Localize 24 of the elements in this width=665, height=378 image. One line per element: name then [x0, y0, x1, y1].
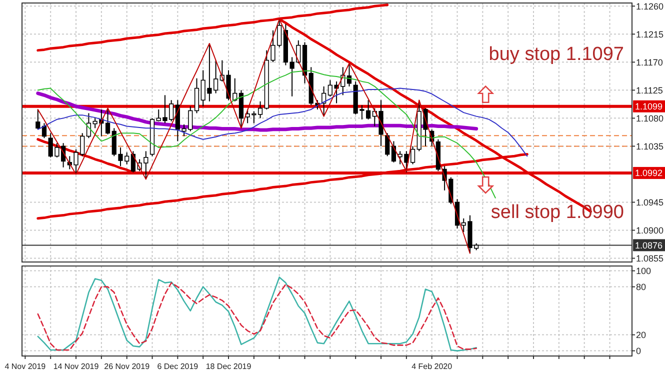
y-tick-label: 1.1125	[636, 85, 663, 96]
y-tick-label: 1.1170	[636, 57, 663, 68]
x-tick-label: 14 Nov 2019	[53, 362, 100, 371]
ref-line-label: 1.1099	[635, 102, 663, 112]
ref-line-label: 1.0992	[635, 168, 663, 178]
y-tick-label: 0	[636, 346, 642, 356]
y-tick-label: 1.1035	[636, 141, 664, 152]
y-tick-label: 1.1080	[636, 113, 664, 124]
x-tick-label: 26 Nov 2019	[104, 362, 150, 371]
ref-line-label: 1.0876	[635, 240, 663, 250]
x-tick-label: 4 Feb 2020	[412, 362, 453, 371]
y-tick-label: 100	[636, 266, 652, 276]
y-tick-label: 1.0945	[636, 197, 664, 208]
y-tick-label: 1.0855	[636, 253, 664, 264]
y-tick-label: 1.1215	[636, 29, 664, 40]
annotation: sell stop 1.0990	[490, 202, 624, 223]
x-tick-label: 18 Dec 2019	[206, 362, 252, 371]
x-tick-label: 4 Nov 2019	[4, 362, 46, 371]
y-tick-label: 1.0900	[636, 225, 664, 236]
x-tick-label: 6 Dec 2019	[157, 362, 199, 371]
y-tick-label: 20	[636, 330, 646, 340]
annotation: buy stop 1.1097	[488, 44, 624, 65]
y-tick-label: 1.1260	[636, 1, 664, 12]
y-tick-label: 80	[636, 282, 646, 292]
